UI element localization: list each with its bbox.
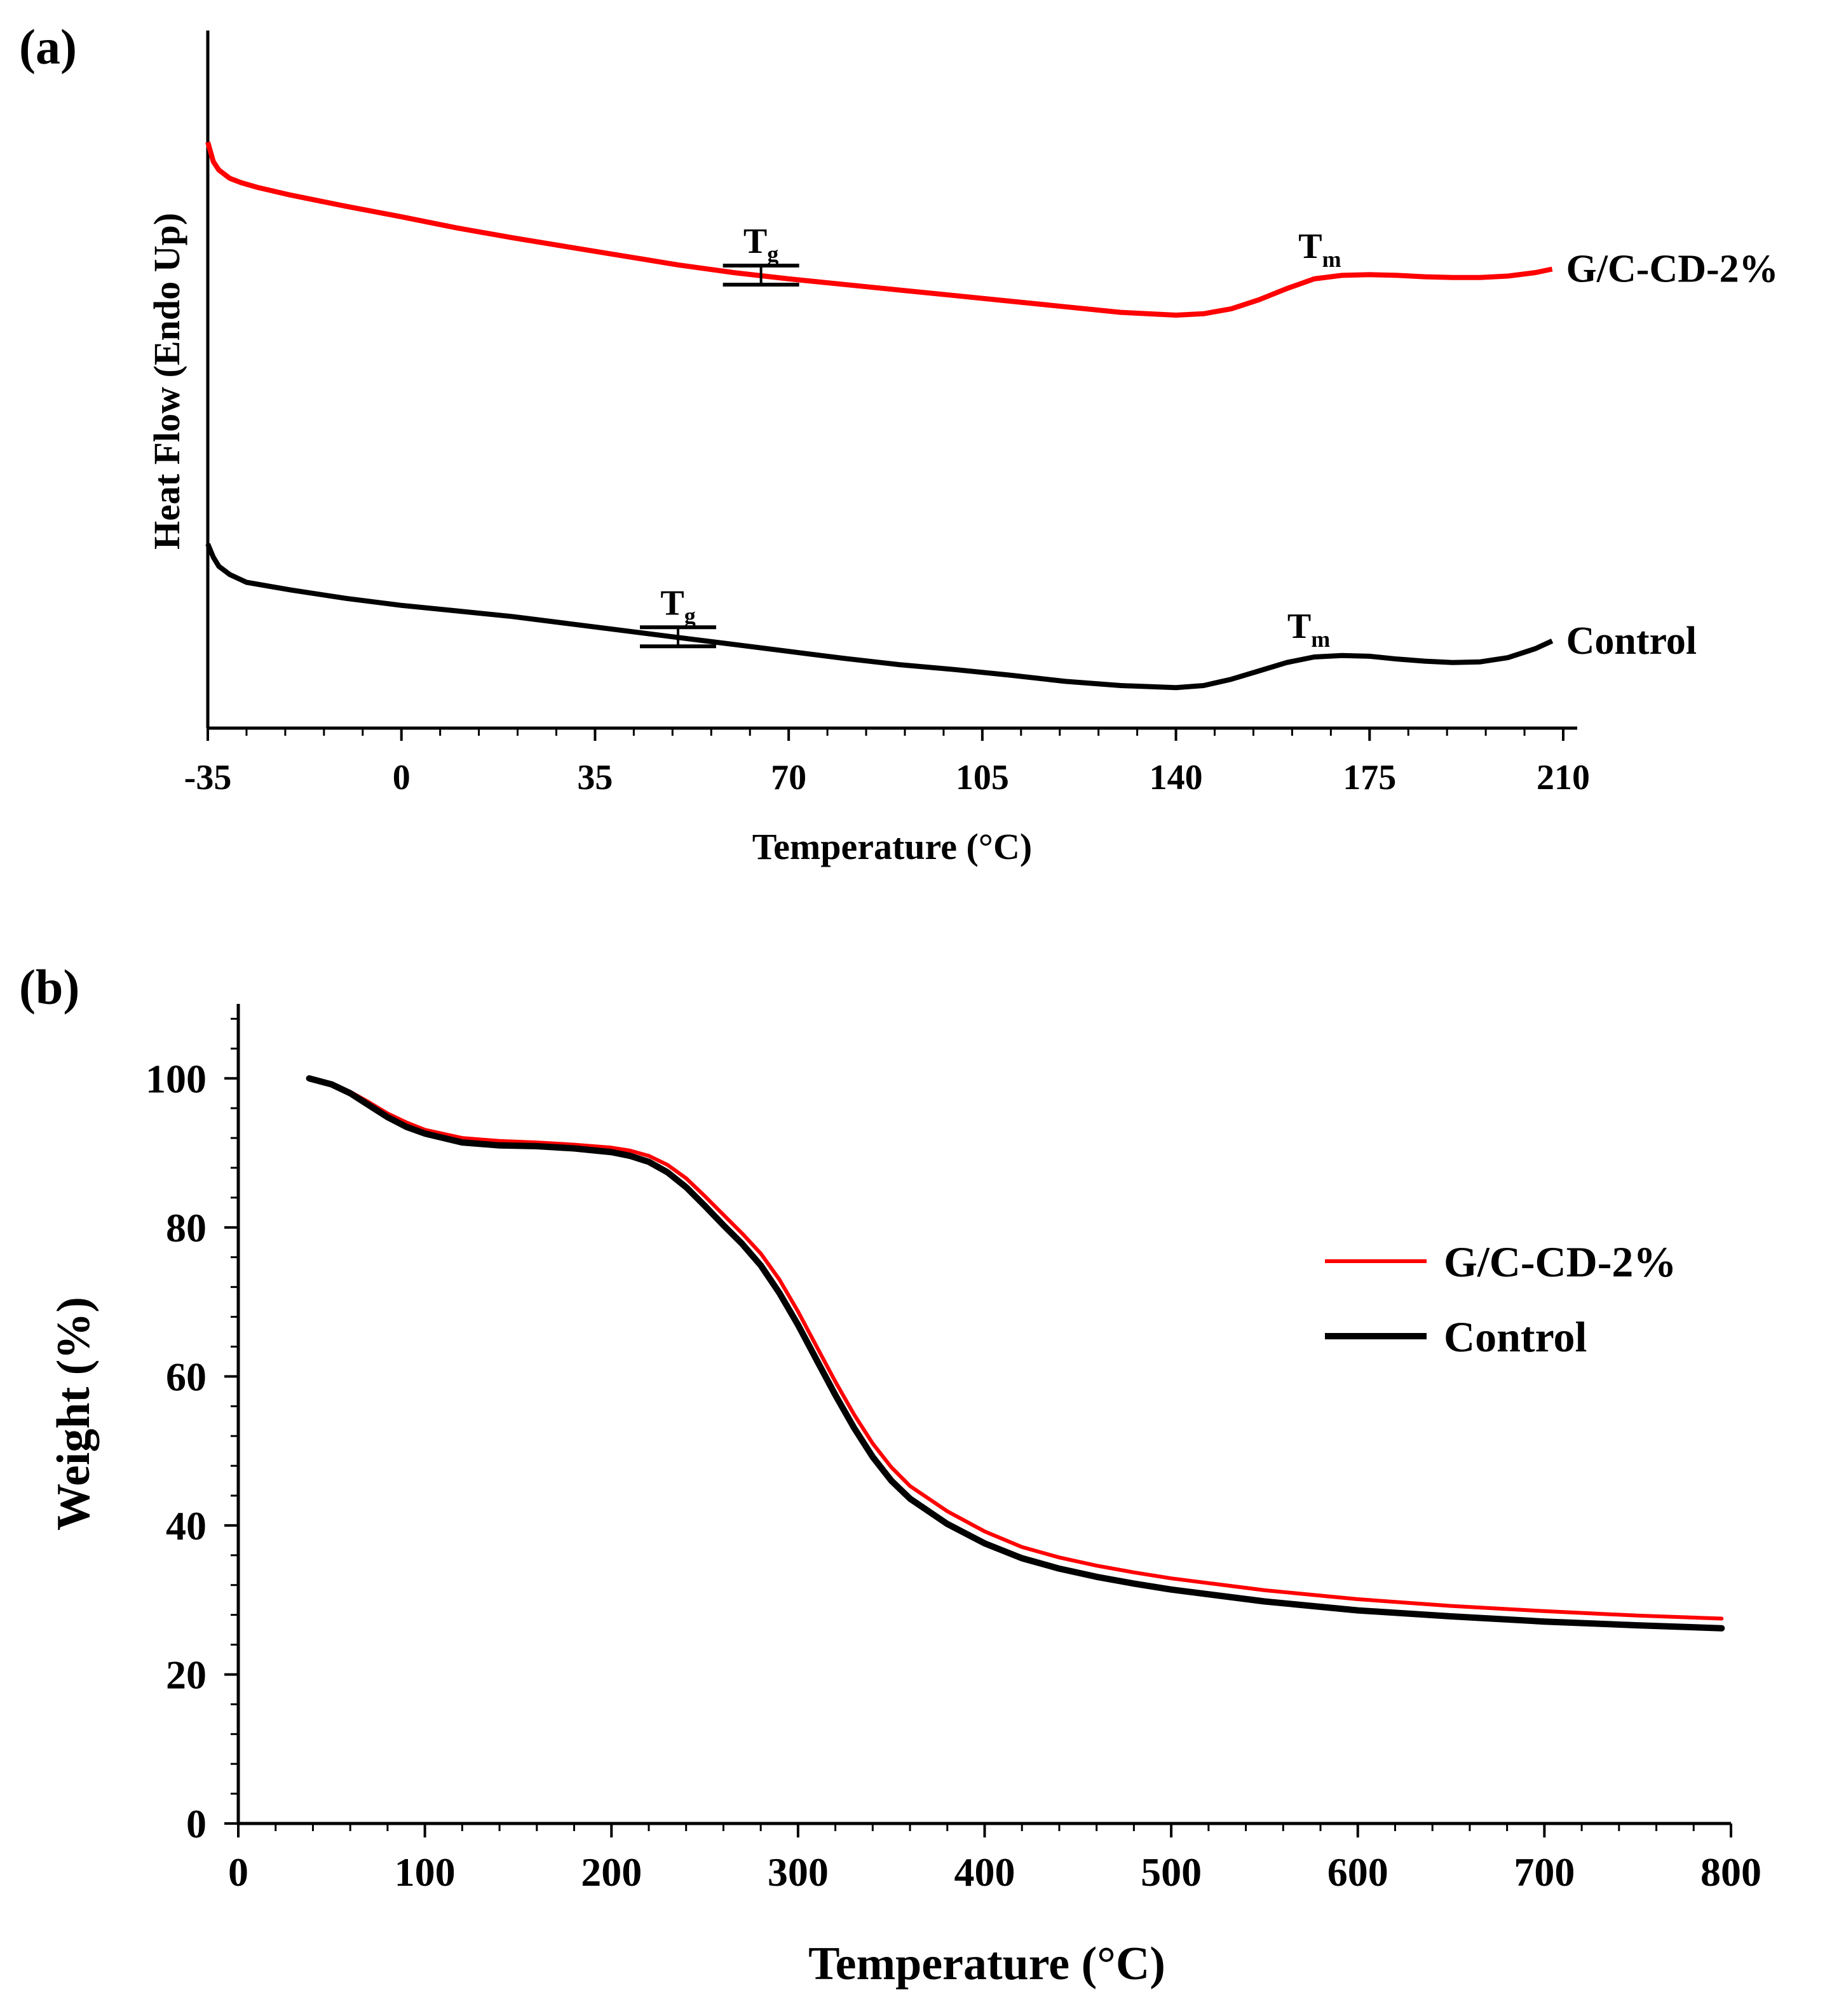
- y-tick-label: 80: [166, 1205, 207, 1250]
- x-tick-label: -35: [184, 758, 232, 797]
- panel-a-x-ticks: -35 0 35 70 105 140 175 210: [184, 728, 1590, 797]
- y-tick-label: 100: [146, 1056, 207, 1101]
- panel-a-series: G/C-CD-2% Control: [205, 141, 1779, 691]
- x-tick-label: 300: [768, 1850, 829, 1895]
- series-line: [205, 141, 1553, 318]
- x-tick-label: 0: [228, 1850, 248, 1895]
- panel-b-label: (b): [19, 959, 79, 1015]
- y-tick-label: 60: [166, 1354, 207, 1399]
- x-tick-label: 35: [577, 758, 613, 797]
- x-tick-label: 500: [1141, 1850, 1202, 1895]
- series-label: G/C-CD-2%: [1566, 248, 1779, 291]
- annotation-label: Tm: [1298, 227, 1341, 272]
- panel-a: (a) -35 0 35 70 105 140 175 210 G/C-CD-2% Contro…: [19, 19, 1779, 867]
- annotation-label: Tg: [743, 222, 778, 267]
- x-tick-label: 175: [1343, 758, 1396, 797]
- panel-a-label: (a): [19, 19, 77, 74]
- panel-a-annotations: Tg Tm Tg Tm: [640, 222, 1341, 652]
- annotation-subscript: g: [767, 241, 778, 267]
- annotation-subscript: m: [1311, 626, 1330, 652]
- x-tick-label: 105: [956, 758, 1009, 797]
- panel-b-y-axis-label: Weight (%): [48, 1297, 100, 1531]
- annotation-subscript: g: [684, 603, 696, 628]
- y-tick-label: 40: [166, 1503, 207, 1548]
- x-tick-label: 210: [1537, 758, 1590, 797]
- y-tick-label: 0: [186, 1801, 207, 1846]
- panel-b-legend: G/C-CD-2% Control: [1325, 1238, 1676, 1361]
- legend-label: G/C-CD-2%: [1444, 1238, 1676, 1286]
- x-tick-label: 700: [1514, 1850, 1575, 1895]
- annotation-subscript: m: [1322, 247, 1341, 272]
- y-tick-label: 20: [166, 1652, 207, 1697]
- x-tick-label: 400: [954, 1850, 1015, 1895]
- x-tick-label: 100: [395, 1850, 456, 1895]
- x-tick-label: 800: [1700, 1850, 1761, 1895]
- x-tick-label: 0: [393, 758, 411, 797]
- annotation-label: Tm: [1287, 607, 1330, 652]
- panel-b-ticks: 0 100 200 300 400 500 600 700 800 0 20 40 60 80 100: [146, 1017, 1761, 1895]
- x-tick-label: 140: [1150, 758, 1203, 797]
- x-tick-label: 70: [771, 758, 806, 797]
- panel-b-series: [306, 1075, 1725, 1632]
- annotation-label: Tg: [660, 583, 695, 628]
- series-label: Control: [1566, 619, 1697, 663]
- series-line: [205, 543, 1554, 691]
- panel-b: (b) 0 100 200 300 400 500 600 700 800 0 20 40 60 80 10…: [19, 959, 1761, 1990]
- series-line: [307, 1076, 1724, 1621]
- x-tick-label: 200: [581, 1850, 642, 1895]
- legend-label: Control: [1444, 1313, 1587, 1361]
- x-tick-label: 600: [1327, 1850, 1388, 1895]
- panel-b-x-axis-label: Temperature (°C): [808, 1938, 1165, 1990]
- panel-a-y-axis-label: Heat Flow (Endo Up): [146, 213, 187, 550]
- panel-a-x-axis-label: Temperature (°C): [752, 826, 1032, 867]
- series-line: [306, 1075, 1725, 1632]
